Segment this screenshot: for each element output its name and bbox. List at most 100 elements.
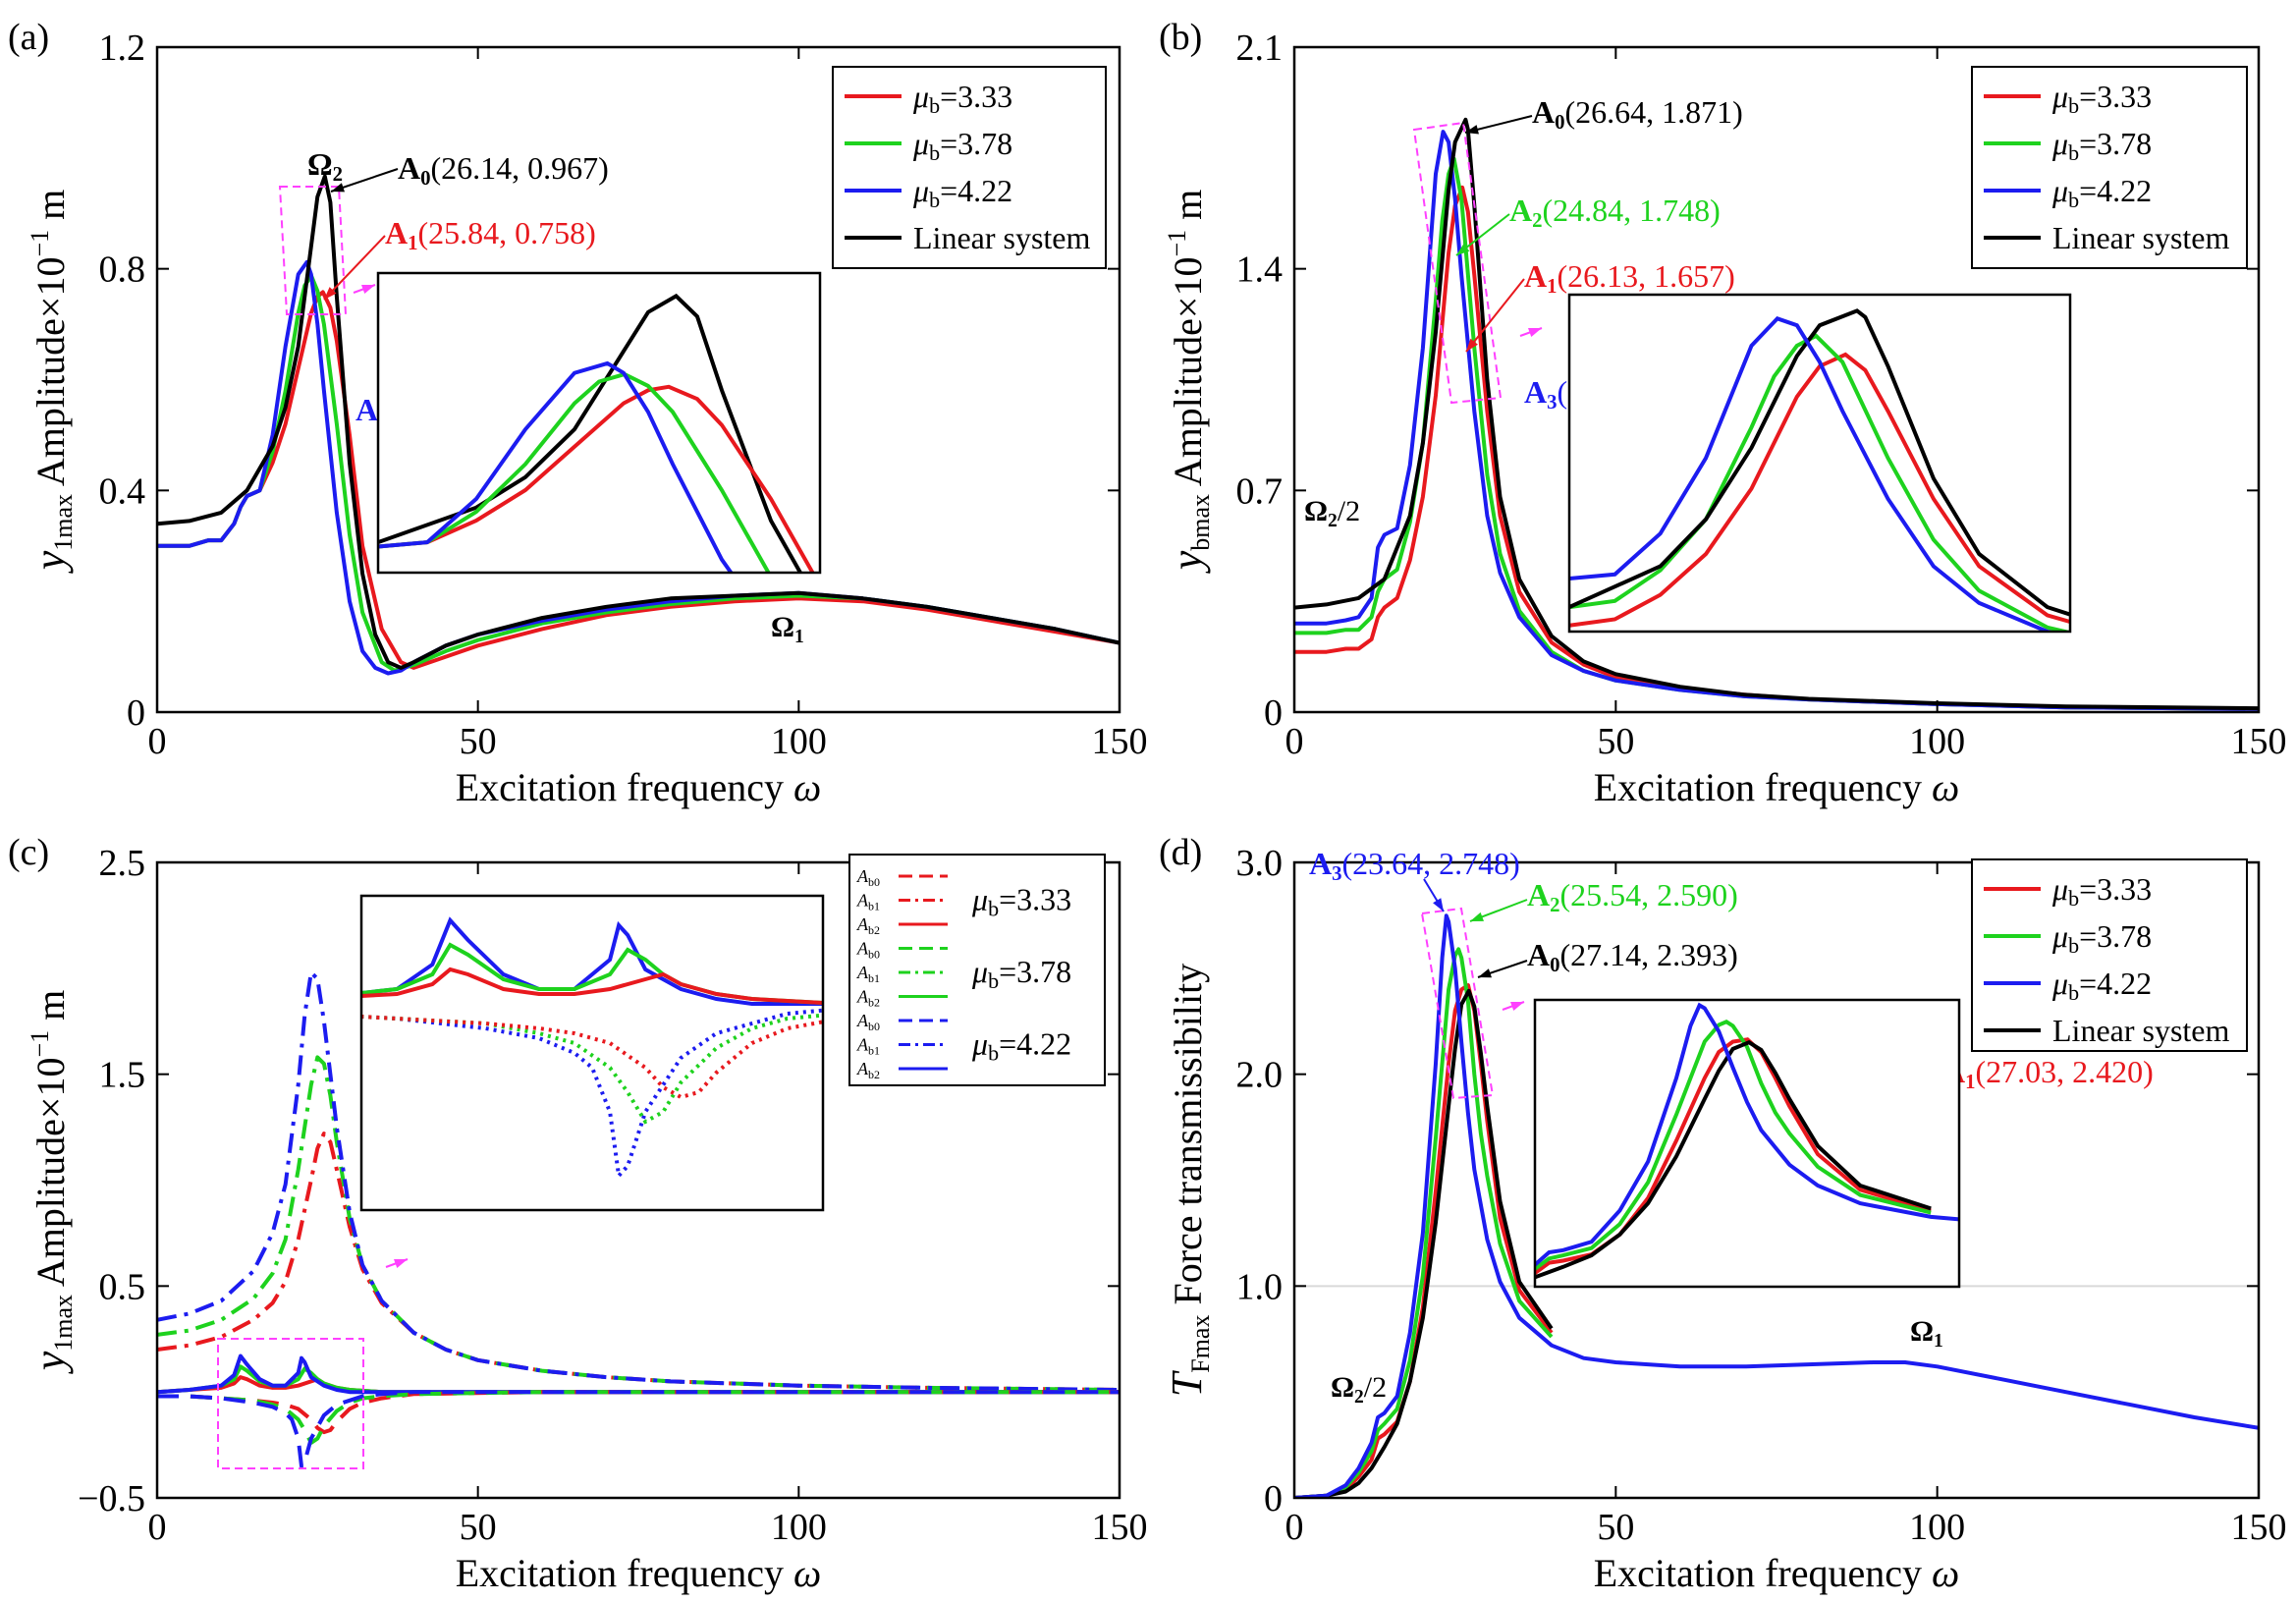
x-tick-label: 0: [1285, 721, 1304, 762]
y-tick-label: 0.5: [99, 1266, 146, 1307]
panel-3: (d) 0 50 100 150 0 1.0 2.0 3.0 Excitation frequen…: [1159, 832, 2287, 1595]
x-tick-label: 100: [1909, 721, 1965, 762]
legend-entry-label: Ab1: [856, 891, 880, 913]
y-tick-label: 3.0: [1236, 843, 1284, 884]
series-line: [157, 1390, 1120, 1445]
legend-label: μb=4.22: [2051, 966, 2152, 1005]
annotation-label: A0(26.64, 1.871): [1532, 94, 1743, 134]
inset-line: [1535, 1020, 1932, 1272]
annotation-arrowhead: [361, 284, 375, 295]
annotation-arrowhead: [331, 183, 345, 193]
annotation-arrowhead: [1478, 968, 1492, 978]
y-axis-label: ybmax Amplitude×10−1 m: [1163, 190, 1215, 575]
inset-line: [1535, 1002, 1959, 1267]
panel-2: (c) 0 50 100 150 −0.5 0.5 1.5 2.5 Excitation freq…: [8, 832, 1148, 1595]
series-line: [157, 1390, 1120, 1435]
inset-bg: [361, 896, 823, 1210]
annotation-arrowhead: [1456, 244, 1470, 255]
inset-line: [1569, 333, 2070, 632]
y-tick-label: 2.1: [1236, 28, 1284, 69]
x-tick-label: 150: [1092, 721, 1148, 762]
inset-frame: [1533, 998, 1961, 1289]
y-tick-label: 0: [1264, 1478, 1283, 1519]
annotations-c: [217, 1258, 409, 1469]
legend-label: μb=3.33: [2051, 871, 2152, 911]
legend-grouped: Ab0Ab1Ab2μb=3.33Ab0Ab1Ab2μb=3.78Ab0Ab1Ab…: [848, 854, 1106, 1086]
y-tick-label: 1.5: [99, 1055, 146, 1096]
annotation-arrowhead: [1510, 1001, 1524, 1012]
inset-line: [361, 942, 823, 1006]
series-line: [1294, 947, 1554, 1498]
inset-series: [378, 293, 815, 573]
x-axis-label: Excitation frequency ω: [1594, 765, 1960, 809]
legend-label: μb=3.33: [912, 79, 1012, 118]
x-axis-label: Excitation frequency ω: [1594, 1551, 1960, 1595]
legend-label: Linear system: [2052, 1013, 2230, 1048]
annotation-label: A1(27.03, 2.420): [1942, 1054, 2154, 1093]
legend: μb=3.33 μb=3.78 μb=4.22 Linear system: [832, 66, 1107, 269]
inset-c: [359, 894, 825, 1212]
x-tick-label: 100: [1909, 1507, 1965, 1548]
axes-frame: [1292, 45, 2261, 714]
x-tick-label: 0: [1285, 1507, 1304, 1548]
zoom-region: [1420, 907, 1495, 1100]
zoom-region: [278, 186, 348, 315]
x-tick-label: 50: [1597, 1507, 1634, 1548]
panel-0: (a) 0 50 100 150 0 0.4 0.8 1.2 Excitation frequen…: [8, 17, 1148, 809]
series-line: [157, 1353, 1120, 1395]
inset-series: [361, 916, 823, 1181]
legend-box: [1971, 858, 2248, 1052]
y-tick-label: 0.8: [99, 249, 146, 291]
legend-entry-label: Ab2: [856, 1059, 880, 1081]
x-tick-label: 150: [2231, 1507, 2287, 1548]
legend-entry-label: Ab1: [856, 963, 880, 985]
inset-line: [1569, 308, 2070, 617]
legend-label: μb=3.78: [971, 954, 1071, 993]
annotation-label: Ω2/2: [1304, 495, 1360, 531]
legend-entry-label: Ab2: [856, 914, 880, 937]
x-tick-label: 100: [771, 1507, 827, 1548]
legend-label: μb=4.22: [912, 173, 1012, 212]
series-group: [1294, 913, 2259, 1498]
series-line: [1294, 913, 2259, 1498]
annotation-label: A0(26.14, 0.967): [398, 150, 609, 190]
x-axis-label: Excitation frequency ω: [456, 1551, 822, 1595]
annotation-label: A2(24.84, 1.748): [1509, 193, 1721, 232]
annotation-label: A1(25.84, 0.758): [385, 215, 596, 254]
annotation-label: A3(23.64, 2.748): [1309, 846, 1520, 885]
series-line: [157, 1132, 1120, 1392]
annotation-arrowhead: [1465, 125, 1479, 135]
annotation-arrowhead: [1466, 338, 1478, 352]
panel-label: (c): [8, 832, 49, 873]
legend-entry-label: Ab0: [856, 866, 880, 889]
x-axis-label: Excitation frequency ω: [456, 765, 822, 809]
inset-b: [1567, 293, 2072, 634]
annotation-arrowhead: [394, 1258, 408, 1269]
x-tick-label: 0: [148, 721, 167, 762]
series-line: [1294, 130, 2259, 711]
inset-line: [361, 967, 823, 1006]
series-group: [157, 970, 1120, 1468]
y-tick-label: 0: [127, 692, 145, 734]
zoom-region: [217, 1338, 364, 1469]
series-line: [157, 174, 1120, 670]
inset-frame: [359, 894, 825, 1212]
x-tick-label: 150: [2231, 721, 2287, 762]
panel-label: (a): [8, 17, 49, 58]
y-axis-label: TFmax Force transmissibility: [1163, 964, 1215, 1397]
annotation-label: Ω1: [771, 611, 804, 647]
annotation-arrow: [323, 235, 386, 301]
series-group: [1294, 117, 2259, 711]
legend-entry-label: Ab2: [856, 987, 880, 1010]
axes-frame: [155, 860, 1121, 1500]
series-group: [157, 174, 1120, 676]
legend-entry-label: Ab0: [856, 1011, 880, 1033]
inset-line: [378, 293, 803, 573]
y-axis-label: y1max Amplitude×10−1 m: [26, 190, 78, 575]
legend-label: Linear system: [913, 220, 1091, 255]
legend-label: μb=3.78: [2051, 126, 2152, 165]
y-tick-label: 0.7: [1236, 470, 1284, 512]
y-tick-label: 1.0: [1236, 1266, 1284, 1307]
annotation-arrow: [1465, 278, 1525, 353]
axes-frame: [155, 45, 1121, 714]
